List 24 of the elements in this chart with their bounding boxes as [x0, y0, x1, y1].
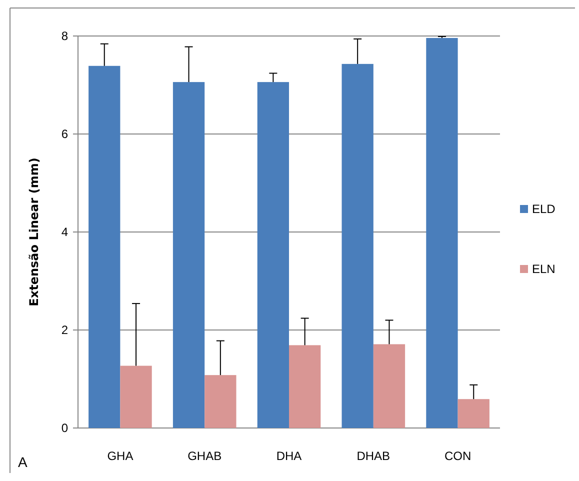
text: A [18, 454, 28, 470]
y-tick-label: 0 [61, 421, 68, 435]
y-tick-label: 2 [61, 323, 68, 337]
bar [458, 399, 490, 428]
bar [204, 375, 236, 428]
bar [342, 64, 374, 428]
x-tick-label: GHAB [188, 449, 222, 463]
bar [289, 345, 321, 428]
bar [426, 38, 458, 428]
x-tick-label: DHAB [356, 449, 390, 463]
y-tick-label: 8 [61, 29, 68, 43]
bar [88, 66, 120, 428]
bar [172, 82, 205, 428]
y-axis-title: Extensão Linear (mm) [27, 158, 41, 306]
legend-label: ELN [532, 262, 556, 276]
x-tick-label: CON [444, 449, 472, 463]
bar [373, 344, 406, 428]
x-tick-label: DHA [276, 449, 302, 463]
y-tick-label: 4 [61, 225, 68, 239]
legend-label: ELD [532, 202, 556, 216]
x-tick-label: GHA [107, 449, 134, 463]
bar [257, 82, 289, 428]
y-tick-label: 6 [61, 127, 68, 141]
bar [120, 366, 152, 428]
